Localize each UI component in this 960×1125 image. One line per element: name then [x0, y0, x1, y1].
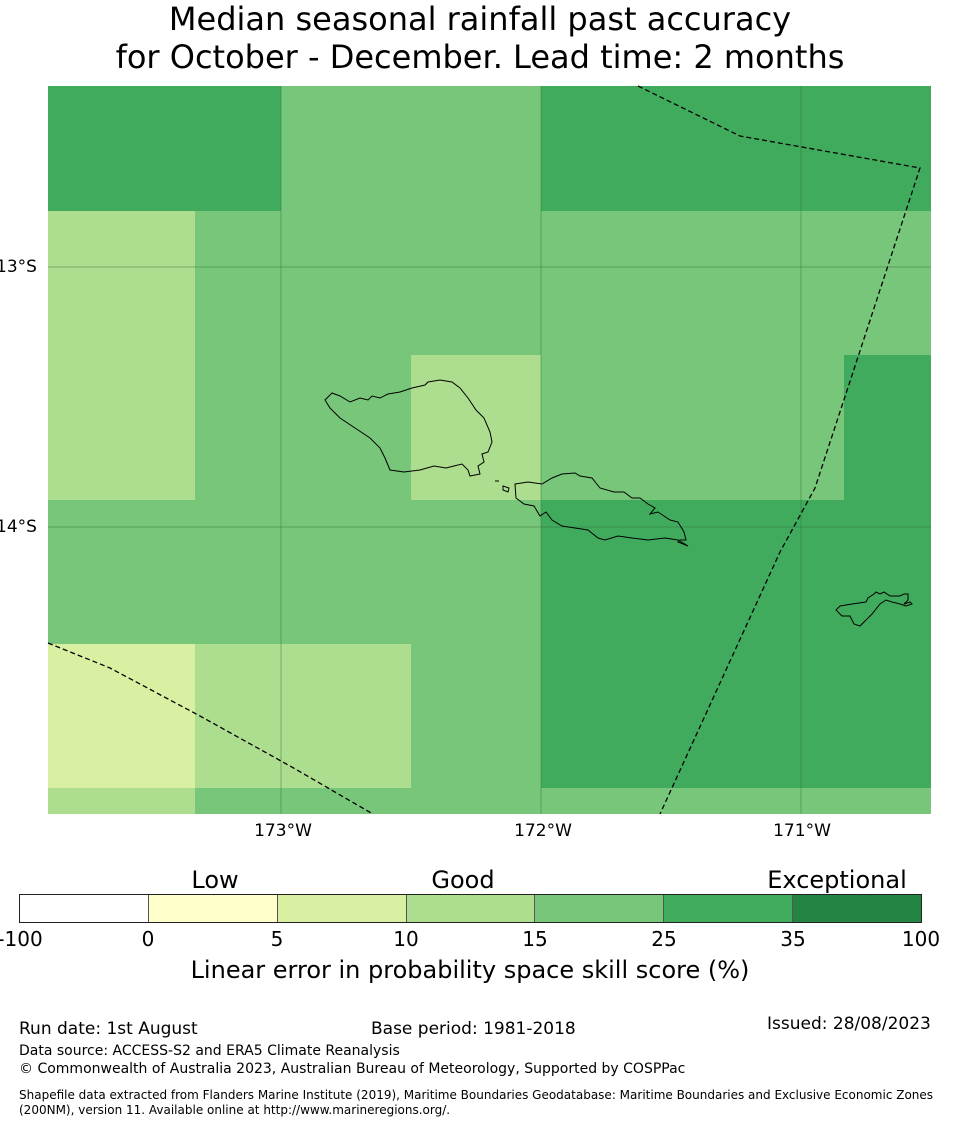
- eez-boundaries: [47, 85, 921, 815]
- skill-cell: [541, 86, 628, 211]
- data-source: Data source: ACCESS-S2 and ERA5 Climate …: [19, 1043, 400, 1059]
- issued-date: Issued: 28/08/2023: [767, 1014, 931, 1034]
- legend-category-low: Low: [191, 866, 239, 894]
- lon-label-171w: 171°W: [773, 821, 831, 841]
- copyright: © Commonwealth of Australia 2023, Austra…: [19, 1061, 686, 1077]
- colorbar-tick: 0: [141, 927, 155, 951]
- skill-cell: [541, 644, 628, 788]
- skill-cell: [195, 355, 281, 500]
- manono-islet: [502, 485, 510, 493]
- legend-category-good: Good: [431, 866, 495, 894]
- colorbar-tick: -100: [0, 927, 43, 951]
- base-period: Base period: 1981-2018: [371, 1019, 576, 1039]
- colorbar-segment: [406, 895, 536, 922]
- skill-cell: [801, 86, 931, 211]
- skill-cell: [281, 86, 411, 211]
- shapefile-credit-1: Shapefile data extracted from Flanders M…: [19, 1088, 934, 1102]
- upolu-island: [514, 472, 689, 547]
- colorbar-segment: [148, 895, 278, 922]
- colorbar-segment: [277, 895, 407, 922]
- skill-cell: [48, 355, 195, 500]
- skill-cell: [48, 211, 195, 355]
- skill-cell: [411, 788, 541, 814]
- skill-cell: [195, 211, 281, 355]
- colorbar-segment: [793, 895, 922, 922]
- skill-cell: [628, 211, 801, 355]
- skill-cell: [281, 644, 411, 788]
- colorbar-tick: 15: [522, 927, 548, 951]
- lon-label-173w: 173°W: [254, 821, 312, 841]
- skill-cell: [281, 500, 411, 644]
- skill-cell: [48, 644, 195, 788]
- skill-cell: [281, 788, 411, 814]
- tutuila-island: [835, 591, 913, 627]
- skill-cell: [628, 788, 801, 814]
- colorbar-segment: [664, 895, 794, 922]
- islands: [324, 379, 913, 627]
- colorbar-tick: 10: [393, 927, 419, 951]
- chart-title-line-1: Median seasonal rainfall past accuracy: [168, 0, 792, 38]
- colorbar: [19, 894, 922, 923]
- skill-cell: [801, 211, 931, 355]
- chart-title-line-2: for October - December. Lead time: 2 mon…: [115, 38, 845, 76]
- lat-label-14s: 14°S: [0, 517, 37, 537]
- colorbar-tick: 35: [780, 927, 806, 951]
- eez-boundary-southwest: [47, 642, 374, 815]
- skill-cell: [195, 86, 281, 211]
- shapefile-credit-2: (200NM), version 11. Available online at…: [19, 1103, 451, 1117]
- skill-cell: [195, 644, 281, 788]
- skill-cell: [195, 500, 281, 644]
- skill-cell: [628, 500, 801, 644]
- lat-label-13s: 13°S: [0, 257, 37, 277]
- skill-cell: [411, 211, 541, 355]
- colorbar-tick: 25: [651, 927, 677, 951]
- skill-cell: [801, 644, 931, 788]
- eez-boundary-east: [637, 85, 921, 815]
- run-date: Run date: 1st August: [19, 1019, 198, 1039]
- skill-cell: [541, 355, 628, 500]
- skill-grid-cells: [48, 86, 931, 814]
- skill-cell: [281, 355, 411, 500]
- skill-cell: [628, 86, 801, 211]
- lon-label-172w: 172°W: [514, 821, 572, 841]
- skill-cell: [541, 211, 628, 355]
- skill-map: [47, 85, 931, 815]
- skill-cell: [48, 86, 195, 211]
- skill-cell: [628, 355, 844, 500]
- skill-cell: [195, 788, 281, 814]
- graticule: [48, 86, 931, 814]
- colorbar-tick: 5: [270, 927, 284, 951]
- savaii-island: [324, 379, 493, 477]
- colorbar-tick: 100: [901, 927, 941, 951]
- legend-category-exceptional: Exceptional: [767, 866, 907, 894]
- colorbar-segment: [535, 895, 665, 922]
- skill-cell: [541, 500, 628, 644]
- skill-cell: [541, 788, 628, 814]
- skill-cell: [48, 500, 195, 644]
- skill-cell: [411, 644, 541, 788]
- colorbar-segment: [20, 895, 149, 922]
- skill-cell: [801, 500, 931, 644]
- skill-cell: [411, 86, 541, 211]
- skill-cell: [48, 788, 195, 814]
- skill-cell: [411, 500, 541, 644]
- skill-cell: [801, 788, 931, 814]
- skill-cell: [628, 644, 801, 788]
- skill-cell: [411, 355, 541, 500]
- colorbar-title: Linear error in probability space skill …: [190, 956, 750, 984]
- skill-cell: [281, 211, 411, 355]
- skill-cell: [844, 355, 931, 500]
